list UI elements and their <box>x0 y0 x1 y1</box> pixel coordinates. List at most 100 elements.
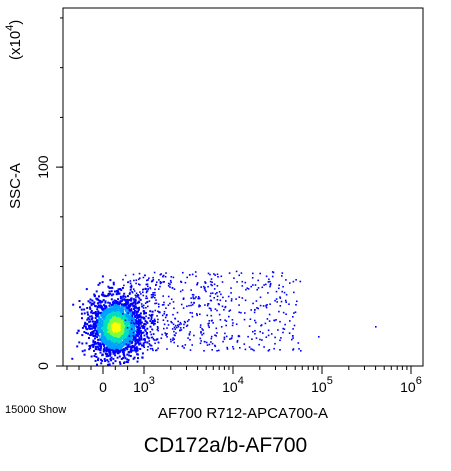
event-dot <box>105 310 108 313</box>
event-dot <box>202 332 205 335</box>
event-dot <box>169 279 172 282</box>
event-dot <box>189 331 191 333</box>
event-dot <box>131 314 133 317</box>
event-dot <box>119 334 122 337</box>
event-dot <box>135 334 138 337</box>
event-dot <box>238 274 240 277</box>
event-dot <box>235 323 238 325</box>
event-dot <box>137 307 140 310</box>
event-dot <box>208 320 211 322</box>
event-dot <box>280 337 282 339</box>
event-dot <box>87 317 90 320</box>
event-dot <box>154 296 156 299</box>
event-dot <box>139 330 142 332</box>
event-dot <box>103 358 106 360</box>
event-dot <box>170 298 173 301</box>
event-dot <box>140 333 143 336</box>
event-dot <box>122 294 125 297</box>
event-dot <box>105 323 108 326</box>
event-dot <box>109 328 112 331</box>
event-dot <box>100 358 102 361</box>
event-dot <box>130 339 133 342</box>
event-dot <box>208 322 210 325</box>
event-dot <box>98 301 101 304</box>
event-dot <box>142 331 145 334</box>
event-dot <box>152 296 154 298</box>
event-dot <box>123 292 126 295</box>
event-dot <box>149 325 152 328</box>
event-dot <box>113 323 116 325</box>
event-dot <box>114 313 117 316</box>
event-dot <box>99 349 102 351</box>
event-dot <box>153 318 156 321</box>
event-dot <box>148 277 150 279</box>
event-dot <box>269 303 271 305</box>
event-dot <box>172 313 174 316</box>
event-dot <box>107 349 110 351</box>
event-dot <box>112 337 115 340</box>
event-dot <box>163 301 165 304</box>
event-dot <box>257 307 259 310</box>
event-dot <box>166 327 168 329</box>
event-dot <box>138 283 140 285</box>
event-dot <box>211 281 213 283</box>
event-dot <box>98 316 101 319</box>
event-dot <box>83 308 86 311</box>
event-dot <box>128 311 131 314</box>
event-dot <box>247 288 250 290</box>
event-dot <box>159 281 162 283</box>
event-dot <box>190 297 192 299</box>
event-dot <box>254 309 256 311</box>
event-dot <box>122 330 125 333</box>
event-dot <box>177 320 179 323</box>
event-dot <box>163 313 166 315</box>
event-dot <box>126 300 129 303</box>
event-dot <box>130 336 133 339</box>
event-dot <box>104 313 107 316</box>
event-dot <box>94 335 97 337</box>
event-dot <box>292 348 295 350</box>
event-dot <box>124 332 127 335</box>
event-dot <box>262 305 265 307</box>
event-dot <box>128 299 131 302</box>
event-dot <box>146 341 149 344</box>
event-dot <box>188 334 191 336</box>
event-dot <box>91 299 94 302</box>
event-dot <box>222 340 224 343</box>
event-dot <box>112 311 115 314</box>
event-dot <box>127 339 130 342</box>
event-dot <box>109 346 112 349</box>
event-dot <box>97 310 100 313</box>
event-dot <box>145 306 147 309</box>
event-dot <box>89 334 92 337</box>
event-dot <box>278 284 280 286</box>
event-dot <box>138 315 141 318</box>
event-dot <box>101 322 104 325</box>
event-dot <box>127 337 130 340</box>
event-dot <box>158 288 160 290</box>
event-dot <box>199 337 202 340</box>
event-dot <box>198 305 200 308</box>
event-dot <box>136 331 139 334</box>
event-dot <box>105 306 108 309</box>
event-dot <box>108 324 111 327</box>
event-dot <box>180 323 182 325</box>
x-tick-label: 103 <box>133 375 155 395</box>
event-dot <box>103 317 106 320</box>
event-dot <box>142 288 145 291</box>
event-dot <box>133 323 136 326</box>
event-dot <box>188 319 190 321</box>
event-dot <box>95 355 98 358</box>
event-dot <box>225 335 228 338</box>
event-dot <box>137 314 140 317</box>
event-dot <box>95 331 98 334</box>
event-dot <box>91 316 94 319</box>
event-dot <box>89 324 92 327</box>
event-dot <box>114 320 117 323</box>
event-dot <box>245 288 247 291</box>
event-dot <box>130 332 132 335</box>
event-dot <box>105 309 108 312</box>
event-dot <box>129 280 132 282</box>
event-dot <box>97 357 100 360</box>
event-dot <box>202 285 205 288</box>
